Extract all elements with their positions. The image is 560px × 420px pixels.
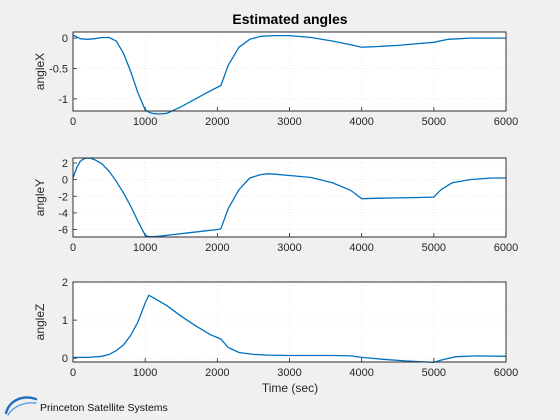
x-tick-label: 0 — [70, 116, 76, 128]
y-tick-label: 2 — [62, 277, 68, 289]
x-tick-label: 0 — [70, 242, 76, 254]
x-tick-label: 2000 — [205, 367, 229, 379]
x-tick-label: 2000 — [205, 116, 229, 128]
y-tick-label: -0.5 — [49, 63, 68, 75]
x-tick-label: 3000 — [277, 116, 301, 128]
x-tick-label: 5000 — [422, 367, 446, 379]
angleZ-axes: 0 1000 2000 3000 4000 5000 6000 0 1 2 angleZ — [33, 277, 518, 379]
x-tick-label: 3000 — [277, 367, 301, 379]
angleY-axes: 0 1000 2000 3000 4000 5000 6000 -6 -4 -2 0 2 angleY — [33, 157, 518, 254]
angleY-series-line — [72, 157, 506, 238]
x-tick-label: 0 — [70, 367, 76, 379]
angleX-series-line — [72, 34, 506, 115]
swoosh-logo-icon — [4, 396, 38, 416]
figure-title: Estimated angles — [232, 11, 347, 27]
x-tick-label: 5000 — [422, 116, 446, 128]
y-tick-label: -6 — [58, 225, 68, 237]
y-tick-label: 0 — [62, 175, 68, 187]
x-tick-label: 2000 — [205, 242, 229, 254]
x-tick-label: 4000 — [349, 242, 373, 254]
y-tick-label: -1 — [58, 94, 68, 106]
logo-text: Princeton Satellite Systems — [40, 402, 168, 414]
y-tick-label: 2 — [62, 158, 68, 170]
x-tick-label: 4000 — [349, 116, 373, 128]
y-tick-label: -4 — [58, 208, 68, 220]
y-axis-label: angleX — [33, 53, 47, 90]
x-tick-label: 5000 — [422, 242, 446, 254]
x-tick-label: 4000 — [349, 367, 373, 379]
company-logo: Princeton Satellite Systems — [4, 392, 168, 418]
y-tick-label: 0 — [62, 33, 68, 45]
x-tick-label: 6000 — [494, 367, 518, 379]
x-tick-label: 6000 — [494, 116, 518, 128]
x-tick-label: 1000 — [133, 242, 157, 254]
y-tick-label: -2 — [58, 191, 68, 203]
x-tick-label: 1000 — [133, 367, 157, 379]
angleX-axes: 0 1000 2000 3000 4000 5000 6000 -1 -0.5 0 angleX — [33, 31, 518, 128]
x-tick-label: 6000 — [494, 242, 518, 254]
x-tick-label: 3000 — [277, 242, 301, 254]
x-tick-label: 1000 — [133, 116, 157, 128]
y-axis-label: angleZ — [33, 304, 47, 341]
y-axis-label: angleY — [33, 179, 47, 216]
x-axis-label: Time (sec) — [262, 381, 318, 395]
y-tick-label: 0 — [62, 353, 68, 365]
y-tick-label: 1 — [62, 315, 68, 327]
